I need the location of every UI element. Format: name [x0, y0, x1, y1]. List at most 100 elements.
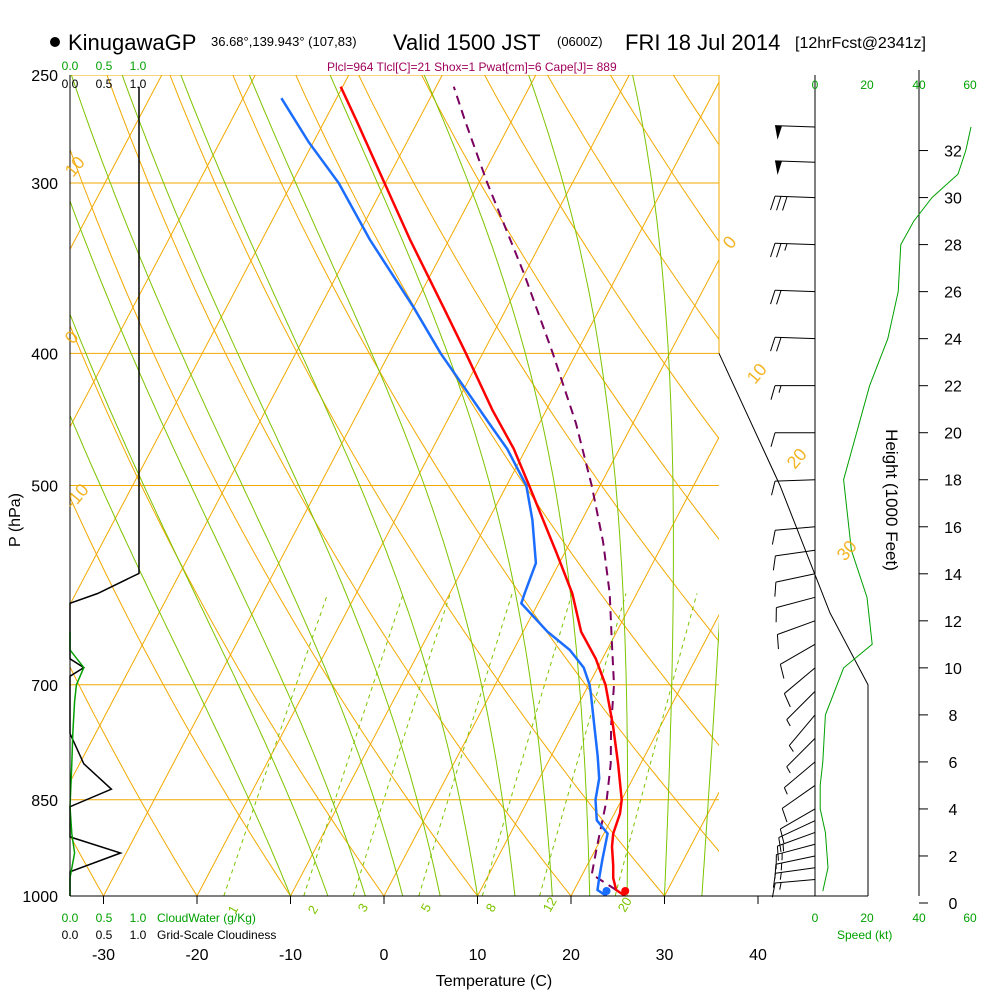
moist-adiabat-line [701, 619, 719, 896]
x-tick-label: 0 [380, 947, 389, 964]
surface-temperature-dot [621, 887, 630, 895]
wind-barb-feather [771, 530, 776, 545]
wind-barb-staff [775, 878, 816, 884]
height-tick-label: 4 [949, 802, 958, 819]
moist-adiabat-line [121, 75, 441, 896]
pressure-tick-label: 300 [31, 176, 58, 193]
moist-adiabat-line [329, 75, 553, 896]
height-tick-label: 10 [944, 661, 962, 678]
moist-adiabat-line [180, 75, 478, 896]
height-axis-title: Height (1000 Feet) [882, 429, 901, 571]
cloudiness-bottom-label: 0.5 [96, 928, 113, 942]
wind-barb [770, 195, 816, 211]
wind-speed-line [819, 126, 972, 892]
mixing-ratio-line [418, 593, 513, 896]
wind-barb [776, 620, 816, 650]
wind-barb [776, 831, 816, 861]
wind-barb-feather [770, 337, 776, 352]
station-coords: 36.68°,139.943° (107,83) [211, 34, 357, 49]
forecast-label: [12hrFcst@2341z] [795, 35, 926, 52]
cloudiness-label: Grid-Scale Cloudiness [157, 928, 276, 942]
temperature-line [339, 86, 626, 896]
speed-bottom-label: 20 [860, 911, 874, 925]
wind-barb-half-feather [782, 844, 785, 852]
x-tick-label: -10 [279, 947, 302, 964]
mixing-ratio-label: 5 [418, 901, 435, 915]
cloudiness-top-label: 0.5 [96, 77, 113, 91]
wind-barb-feather [770, 196, 776, 211]
height-tick-label: 14 [944, 567, 962, 584]
moist-adiabat-line [248, 75, 516, 896]
wind-barb-feather [770, 432, 776, 447]
pressure-tick-label: 1000 [22, 889, 58, 906]
moist-adiabat-line [528, 75, 629, 896]
wind-barb-staff [775, 479, 816, 482]
mixing-ratio-line [539, 593, 627, 896]
mixing-ratio-line [223, 593, 329, 896]
wind-barb [775, 596, 816, 623]
wind-barb [778, 820, 816, 853]
dry-adiabat-line [358, 75, 719, 643]
parcel-trace-line [452, 86, 617, 891]
dry-adiabat-label: 20 [783, 444, 811, 472]
wind-barb-half-feather [784, 243, 788, 251]
height-tick-label: 12 [944, 614, 962, 631]
wind-barb-feather [774, 582, 777, 597]
wind-barb-feather [776, 337, 782, 352]
surface-dewpoint-dot [602, 887, 611, 895]
wind-barb-half-feather [783, 787, 788, 795]
wind-barb [771, 526, 816, 545]
dry-adiabat-line [169, 75, 665, 896]
dry-adiabat-line [546, 75, 719, 341]
dry-adiabat-line [484, 75, 719, 440]
mixing-ratio-label: 2 [305, 903, 322, 917]
wind-barb-pennant [775, 160, 783, 176]
wind-barb-staff [775, 855, 816, 865]
wind-barb [772, 867, 816, 888]
mixing-ratio-label: 8 [483, 901, 500, 915]
wind-barb [779, 643, 816, 679]
wind-barb-staff [784, 761, 816, 789]
cloud-water-top-label: 0.0 [62, 59, 79, 73]
wind-barb [786, 738, 816, 774]
height-tick-label: 16 [944, 520, 962, 537]
speed-top-label: 0 [812, 78, 819, 92]
wind-barb [775, 160, 816, 176]
isotherm-line [103, 75, 537, 896]
wind-barb-half-feather [780, 863, 783, 871]
corner-outline-line [718, 353, 869, 896]
speed-bottom-label: 0 [812, 911, 819, 925]
wind-barb-half-feather [788, 745, 794, 752]
wind-barb [779, 808, 816, 844]
dry-adiabat-line [421, 75, 719, 540]
wind-barb [770, 242, 816, 258]
dry-adiabat-line [70, 496, 291, 896]
height-tick-label: 32 [944, 144, 962, 161]
wind-barb-pennant [775, 125, 783, 140]
wind-barb-feather [776, 634, 779, 650]
pressure-tick-label: 850 [31, 793, 58, 810]
wind-barb-feather [771, 481, 776, 496]
pressure-tick-label: 500 [31, 479, 58, 496]
wind-barb [771, 479, 816, 496]
valid-time: Valid 1500 JST [393, 30, 541, 55]
height-tick-label: 6 [949, 755, 958, 772]
valid-zulu: (0600Z) [557, 34, 603, 49]
wind-barb-half-feather [779, 872, 782, 880]
isotherm-line [70, 75, 350, 606]
sounding-profiles [280, 86, 630, 896]
y-axis-title: P (hPa) [7, 493, 24, 547]
dry-adiabat-line [969, 51, 1000, 896]
dry-adiabat-line [70, 665, 198, 896]
cloudiness-bottom-label: 1.0 [130, 928, 147, 942]
wind-barb [783, 667, 816, 708]
height-tick-label: 22 [944, 379, 962, 396]
wind-barb-half-feather [778, 385, 782, 393]
isotherm-line [70, 75, 163, 251]
wind-barb-staff [775, 526, 816, 531]
wind-barb [770, 432, 815, 447]
x-axis-title: Temperature (C) [436, 973, 552, 990]
wind-barb-staff [786, 738, 816, 768]
x-tick-label: 40 [749, 947, 767, 964]
